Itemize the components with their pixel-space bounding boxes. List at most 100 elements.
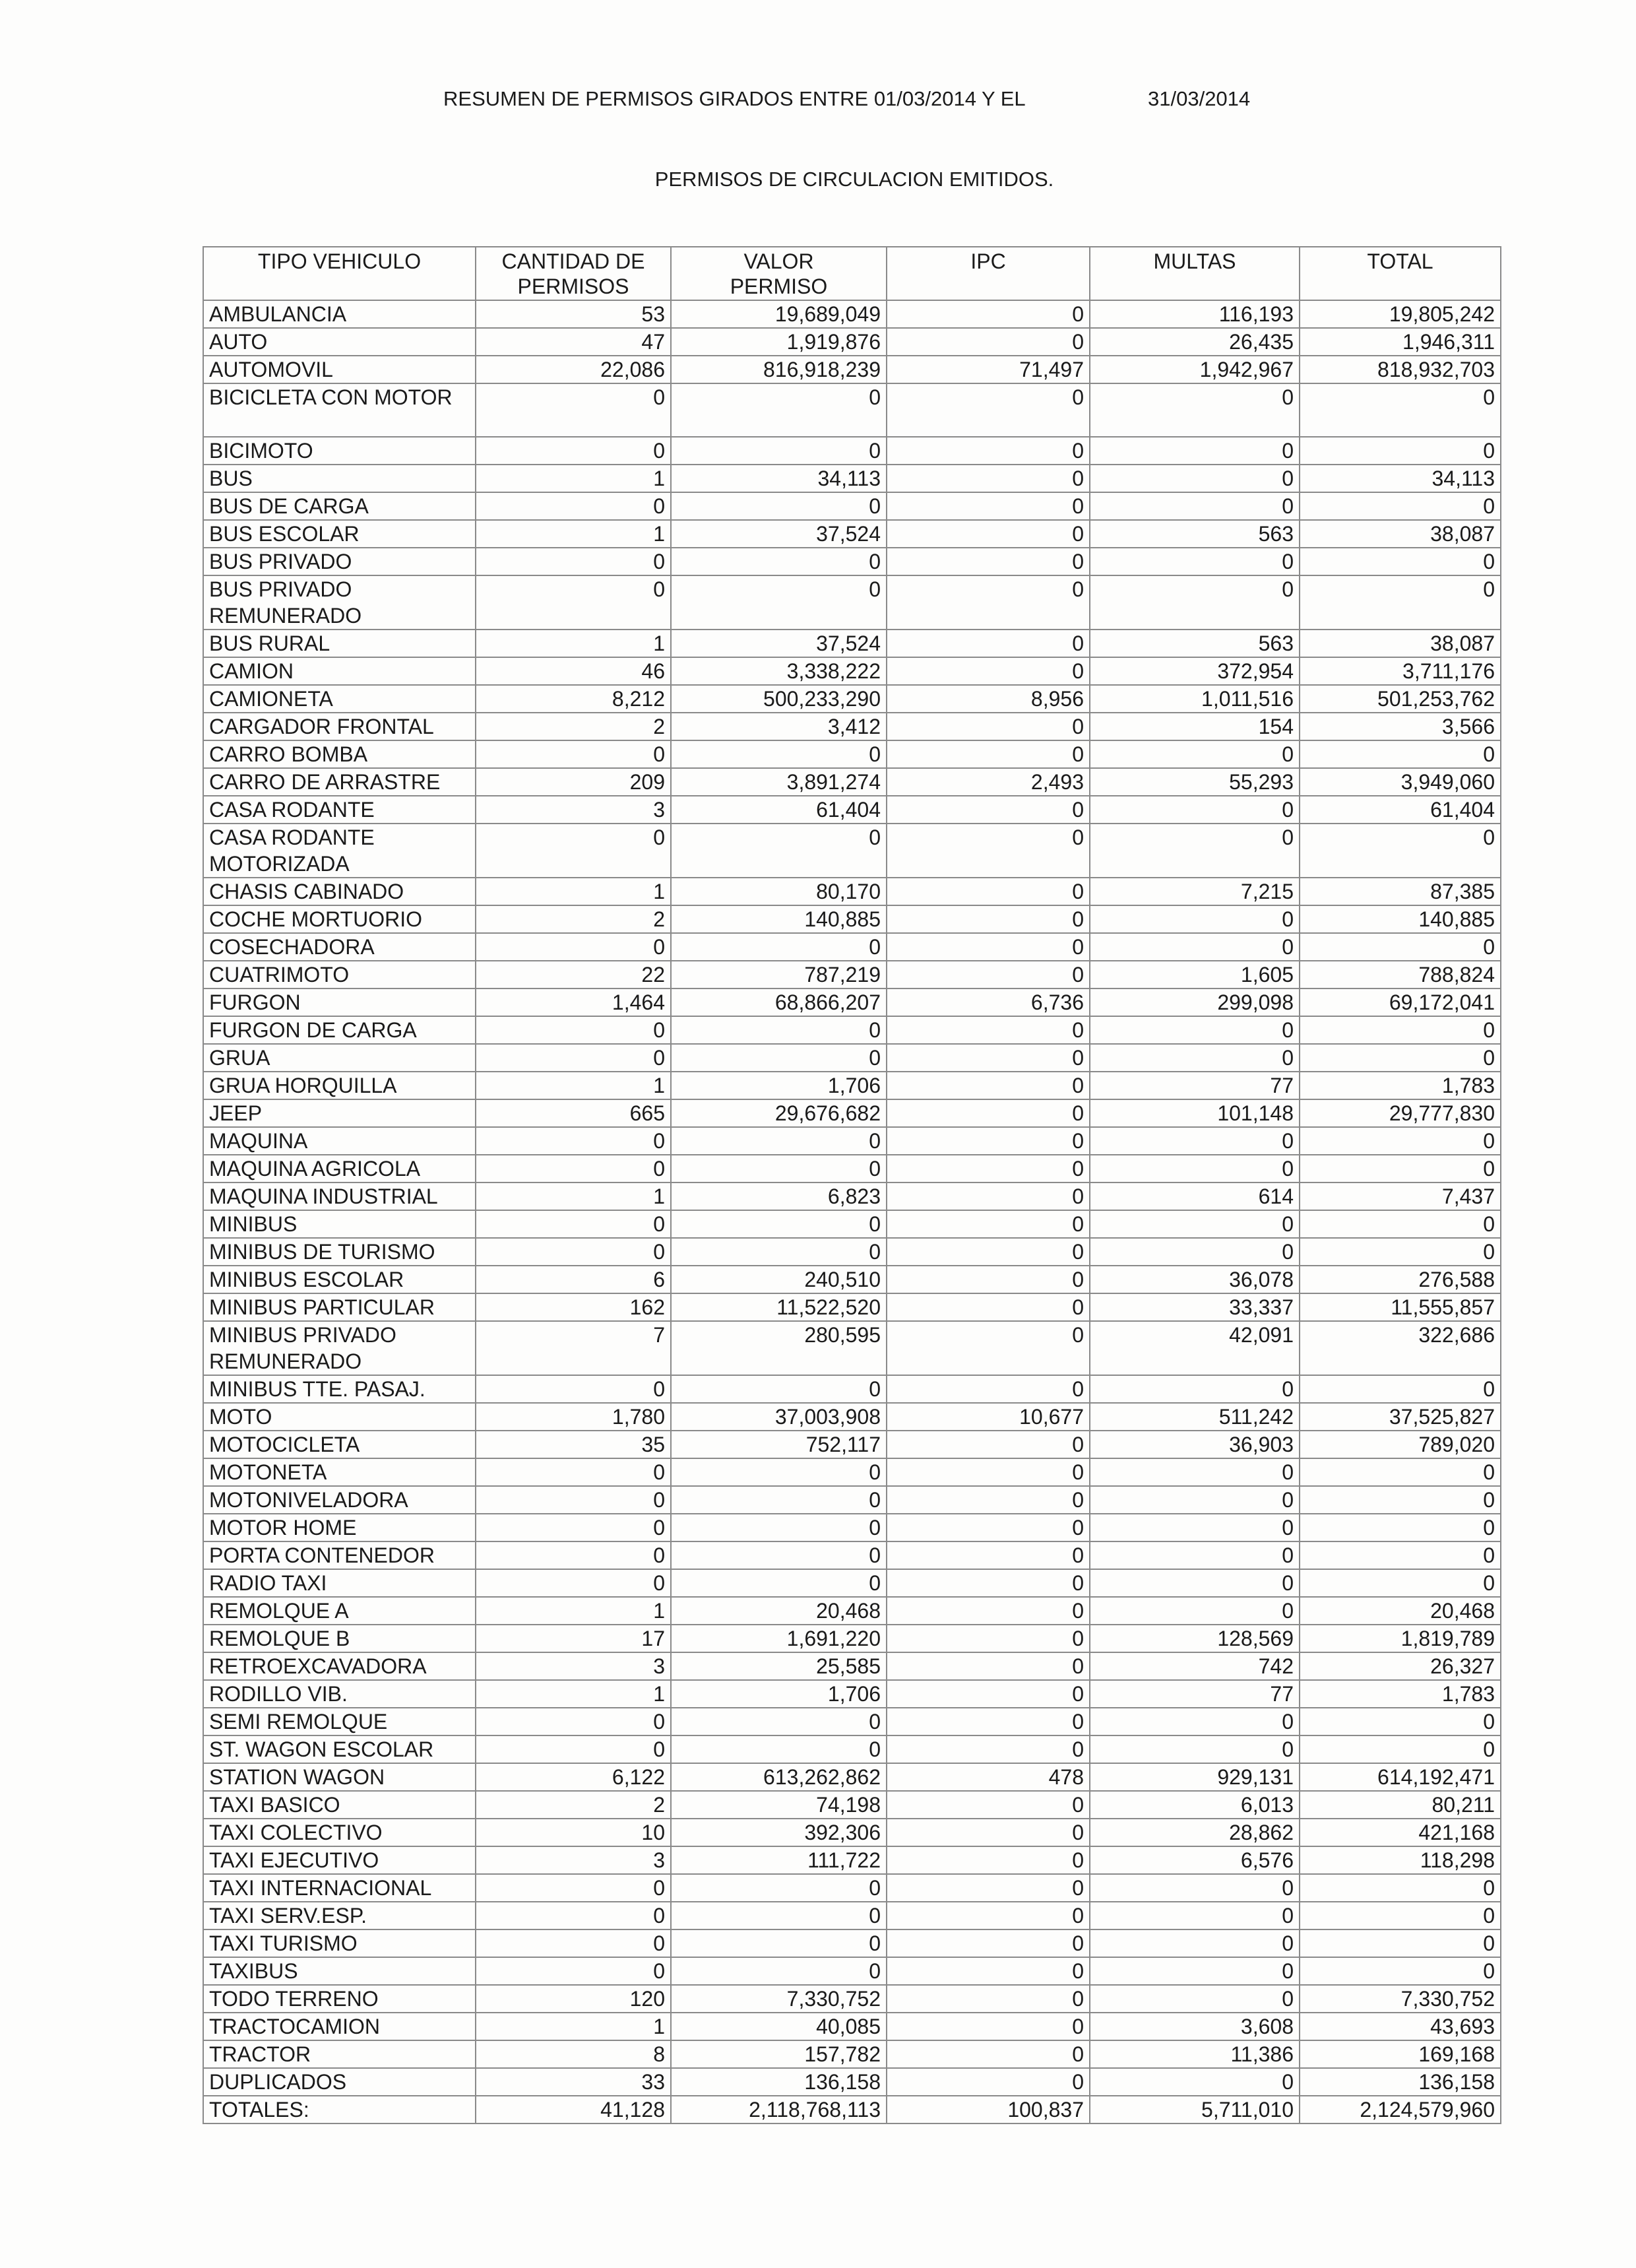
cell-tipo-vehiculo: AMBULANCIA xyxy=(203,300,476,329)
totals-row: TOTALES: 41,128 2,118,768,113 100,837 5,711,… xyxy=(203,2095,1501,2124)
cell-valor-permiso: 0 xyxy=(670,1873,887,1902)
cell-ipc: 0 xyxy=(886,712,1090,741)
cell-ipc: 0 xyxy=(886,1043,1090,1072)
cell-multas: 5,711,010 xyxy=(1089,2095,1300,2124)
cell-cantidad: 0 xyxy=(475,1485,672,1514)
cell-cantidad: 0 xyxy=(475,1016,672,1045)
table-row: MINIBUS PARTICULAR 162 11,522,520 0 33,337 11… xyxy=(203,1293,1501,1322)
cell-total: 1,819,789 xyxy=(1299,1624,1501,1653)
cell-ipc: 0 xyxy=(886,1237,1090,1266)
cell-cantidad: 0 xyxy=(475,1957,672,1986)
cell-cantidad: 3 xyxy=(475,1652,672,1681)
cell-valor-permiso: 68,866,207 xyxy=(670,988,887,1017)
cell-total: 61,404 xyxy=(1299,795,1501,824)
cell-total: 0 xyxy=(1299,1513,1501,1542)
cell-valor-permiso: 613,262,862 xyxy=(670,1763,887,1792)
table-row: TAXI EJECUTIVO 3 111,722 0 6,576 118,298 xyxy=(203,1846,1501,1875)
cell-valor-permiso: 0 xyxy=(670,1485,887,1514)
table-header-row: TIPO VEHICULO CANTIDAD DE PERMISOS VALOR… xyxy=(203,246,1501,301)
cell-total: 0 xyxy=(1299,1541,1501,1570)
cell-cantidad: 1 xyxy=(475,1071,672,1100)
cell-total: 0 xyxy=(1299,383,1501,437)
cell-ipc: 0 xyxy=(886,1126,1090,1155)
cell-multas: 77 xyxy=(1089,1071,1300,1100)
cell-cantidad: 53 xyxy=(475,300,672,329)
cell-ipc: 0 xyxy=(886,436,1090,465)
table-row: CARGADOR FRONTAL 2 3,412 0 154 3,566 xyxy=(203,712,1501,741)
cell-tipo-vehiculo: TRACTOCAMION xyxy=(203,2012,476,2041)
cell-valor-permiso: 0 xyxy=(670,1210,887,1239)
table-row: MINIBUS 0 0 0 0 0 xyxy=(203,1210,1501,1239)
cell-multas: 0 xyxy=(1089,547,1300,576)
cell-tipo-vehiculo: MAQUINA xyxy=(203,1126,476,1155)
table-row: TAXI INTERNACIONAL 0 0 0 0 0 xyxy=(203,1873,1501,1902)
cell-tipo-vehiculo: COCHE MORTUORIO xyxy=(203,905,476,934)
cell-valor-permiso: 111,722 xyxy=(670,1846,887,1875)
cell-valor-permiso: 40,085 xyxy=(670,2012,887,2041)
cell-valor-permiso: 0 xyxy=(670,1735,887,1764)
cell-total: 34,113 xyxy=(1299,464,1501,493)
table-row: MOTOCICLETA 35 752,117 0 36,903 789,020 xyxy=(203,1430,1501,1459)
cell-cantidad: 7 xyxy=(475,1320,672,1376)
cell-multas: 42,091 xyxy=(1089,1320,1300,1376)
cell-valor-permiso: 787,219 xyxy=(670,960,887,989)
cell-ipc: 100,837 xyxy=(886,2095,1090,2124)
cell-total: 11,555,857 xyxy=(1299,1293,1501,1322)
cell-multas: 6,013 xyxy=(1089,1790,1300,1819)
cell-multas: 7,215 xyxy=(1089,877,1300,906)
cell-tipo-vehiculo: TAXI BASICO xyxy=(203,1790,476,1819)
cell-tipo-vehiculo: TRACTOR xyxy=(203,2040,476,2069)
table-row: RETROEXCAVADORA 3 25,585 0 742 26,327 xyxy=(203,1652,1501,1681)
cell-ipc: 0 xyxy=(886,1873,1090,1902)
cell-tipo-vehiculo: CAMIONETA xyxy=(203,684,476,713)
cell-total: 0 xyxy=(1299,1210,1501,1239)
table-row: MOTOR HOME 0 0 0 0 0 xyxy=(203,1513,1501,1542)
cell-total: 20,468 xyxy=(1299,1596,1501,1625)
table-row: ST. WAGON ESCOLAR 0 0 0 0 0 xyxy=(203,1735,1501,1764)
table-row: MINIBUS PRIVADO REMUNERADO 7 280,595 0 42,09… xyxy=(203,1320,1501,1376)
cell-tipo-vehiculo: TAXI SERV.ESP. xyxy=(203,1901,476,1930)
cell-multas: 0 xyxy=(1089,1957,1300,1986)
cell-tipo-vehiculo: MOTONETA xyxy=(203,1458,476,1487)
cell-valor-permiso: 0 xyxy=(670,575,887,630)
cell-ipc: 0 xyxy=(886,1707,1090,1736)
cell-total: 0 xyxy=(1299,1485,1501,1514)
cell-valor-permiso: 816,918,239 xyxy=(670,355,887,384)
cell-total: 0 xyxy=(1299,1016,1501,1045)
table-row: CAMIONETA 8,212 500,233,290 8,956 1,011,516 5… xyxy=(203,684,1501,713)
cell-total: 2,124,579,960 xyxy=(1299,2095,1501,2124)
cell-total: 1,783 xyxy=(1299,1679,1501,1708)
cell-ipc: 0 xyxy=(886,383,1090,437)
cell-multas: 0 xyxy=(1089,1541,1300,1570)
cell-cantidad: 1 xyxy=(475,1596,672,1625)
cell-valor-permiso: 20,468 xyxy=(670,1596,887,1625)
cell-valor-permiso: 240,510 xyxy=(670,1265,887,1294)
cell-total: 789,020 xyxy=(1299,1430,1501,1459)
cell-tipo-vehiculo: BICIMOTO xyxy=(203,436,476,465)
cell-ipc: 0 xyxy=(886,1293,1090,1322)
cell-tipo-vehiculo: TODO TERRENO xyxy=(203,1984,476,2013)
cell-cantidad: 1,464 xyxy=(475,988,672,1017)
cell-ipc: 0 xyxy=(886,1735,1090,1764)
cell-total: 38,087 xyxy=(1299,629,1501,658)
cell-multas: 0 xyxy=(1089,1873,1300,1902)
cell-ipc: 0 xyxy=(886,300,1090,329)
cell-valor-permiso: 0 xyxy=(670,1126,887,1155)
cell-tipo-vehiculo: AUTOMOVIL xyxy=(203,355,476,384)
cell-valor-permiso: 500,233,290 xyxy=(670,684,887,713)
table-row: MOTONIVELADORA 0 0 0 0 0 xyxy=(203,1485,1501,1514)
cell-valor-permiso: 0 xyxy=(670,1154,887,1183)
cell-ipc: 478 xyxy=(886,1763,1090,1792)
cell-valor-permiso: 392,306 xyxy=(670,1818,887,1847)
cell-total: 501,253,762 xyxy=(1299,684,1501,713)
table-row: AMBULANCIA 53 19,689,049 0 116,193 19,805,242 xyxy=(203,300,1501,329)
cell-tipo-vehiculo: MAQUINA INDUSTRIAL xyxy=(203,1182,476,1211)
cell-valor-permiso: 0 xyxy=(670,1707,887,1736)
cell-valor-permiso: 0 xyxy=(670,1375,887,1404)
table-row: DUPLICADOS 33 136,158 0 0 136,158 xyxy=(203,2067,1501,2096)
table-row: JEEP 665 29,676,682 0 101,148 29,777,830 xyxy=(203,1099,1501,1128)
cell-total: 26,327 xyxy=(1299,1652,1501,1681)
cell-ipc: 0 xyxy=(886,1818,1090,1847)
cell-multas: 563 xyxy=(1089,519,1300,548)
cell-multas: 299,098 xyxy=(1089,988,1300,1017)
